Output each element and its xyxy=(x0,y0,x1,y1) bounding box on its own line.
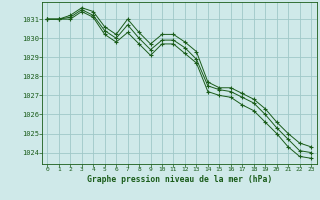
X-axis label: Graphe pression niveau de la mer (hPa): Graphe pression niveau de la mer (hPa) xyxy=(87,175,272,184)
